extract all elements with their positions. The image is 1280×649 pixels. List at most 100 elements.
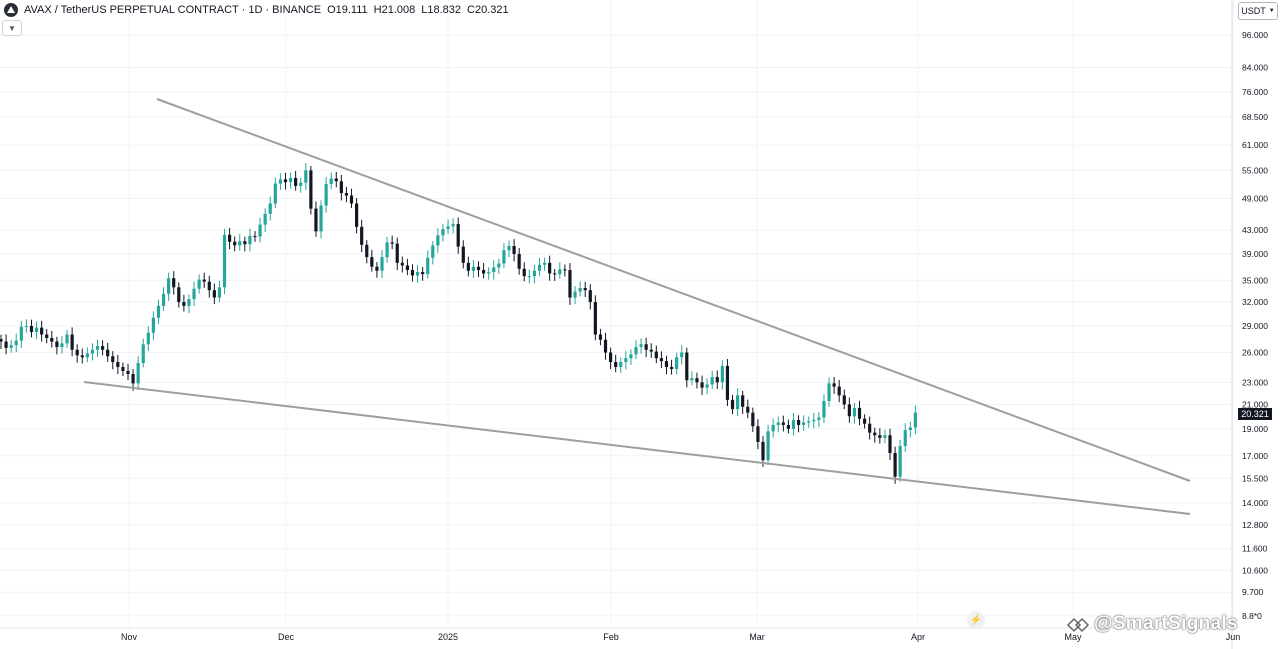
candle-body: [24, 325, 28, 327]
lightning-icon[interactable]: ⚡: [967, 611, 985, 629]
candle: [736, 388, 740, 417]
candle-body: [492, 267, 496, 273]
candle: [842, 389, 846, 410]
candle: [487, 267, 491, 280]
candle: [263, 208, 267, 232]
candle: [756, 419, 760, 450]
candle: [187, 294, 191, 314]
candle: [837, 380, 841, 403]
candle: [14, 333, 18, 353]
candle: [680, 345, 684, 365]
price-tick-label: 9.700: [1242, 587, 1264, 597]
price-tick-label: 35.000: [1242, 275, 1268, 285]
candle-body: [268, 203, 272, 214]
time-axis-labels[interactable]: Nov Dec 2025 Feb Mar Apr May Jun: [121, 632, 1240, 642]
candle-body: [141, 344, 145, 364]
candle-body: [172, 278, 176, 288]
candle: [573, 286, 577, 304]
candle: [9, 340, 13, 353]
candle: [715, 370, 719, 389]
candle: [527, 269, 531, 284]
price-tick-label: 19.000: [1242, 424, 1268, 434]
price-axis-labels[interactable]: 96.000 84.000 76.000 68.500 61.000 55.000 49.0…: [1242, 30, 1268, 621]
candle: [609, 347, 613, 370]
candle-body: [563, 269, 567, 271]
candle: [492, 260, 496, 280]
price-tick-label: 11.600: [1242, 544, 1268, 554]
candle: [70, 327, 74, 357]
candle: [664, 355, 669, 375]
candle: [725, 358, 730, 406]
candle-body: [131, 374, 135, 384]
watermark: @SmartSignals: [1094, 613, 1238, 634]
upper-trendline[interactable]: [156, 98, 1191, 482]
price-tick-label: 10.600: [1242, 566, 1268, 576]
symbol-title[interactable]: AVAX / TetherUS PERPETUAL CONTRACT · 1D …: [24, 4, 322, 16]
candle-body: [827, 383, 831, 401]
currency-selector[interactable]: USDT ▼: [1238, 2, 1278, 20]
candle-body: [741, 395, 745, 407]
candle-body: [278, 179, 282, 184]
candle: [857, 400, 862, 426]
candle-body: [294, 178, 298, 186]
candle-body: [45, 334, 49, 339]
price-tick-label: 55.000: [1242, 165, 1268, 175]
candle-body: [639, 344, 643, 347]
lower-trendline[interactable]: [83, 381, 1191, 515]
candle: [294, 171, 298, 191]
candle-body: [34, 327, 39, 332]
candle: [878, 428, 882, 444]
candle: [24, 319, 28, 333]
price-tick-label: 21.000: [1242, 399, 1268, 409]
candle: [304, 163, 308, 190]
candle-body: [482, 270, 486, 274]
candle-body: [573, 291, 577, 298]
legend-collapse-button[interactable]: ▼: [2, 20, 22, 36]
candle-body: [0, 339, 3, 342]
ohlc-values: O19.111 H21.008 L18.832 C20.321: [327, 4, 509, 16]
candle-body: [771, 424, 775, 432]
candle: [334, 171, 338, 188]
candle-body: [609, 352, 613, 363]
candle-body: [913, 412, 917, 428]
candle-body: [202, 279, 206, 282]
candle: [222, 228, 227, 295]
candle: [355, 198, 359, 234]
candle-body: [695, 378, 699, 383]
candle: [629, 349, 633, 365]
candle-body: [553, 273, 557, 275]
candle-body: [60, 343, 64, 347]
candle: [624, 351, 628, 370]
candle-body: [177, 287, 181, 303]
candle: [431, 241, 435, 265]
candle: [233, 236, 237, 252]
candle-body: [685, 352, 689, 381]
candle-body: [339, 181, 343, 194]
candle: [888, 428, 892, 461]
candles: [0, 163, 917, 484]
candle: [182, 294, 186, 312]
candle-body: [888, 435, 892, 453]
candle-body: [395, 243, 399, 263]
candle: [258, 217, 262, 243]
candle-body: [258, 224, 262, 237]
grid-lines: [0, 0, 1234, 628]
candle: [0, 334, 3, 349]
candle: [217, 280, 222, 303]
candle-body: [873, 432, 877, 436]
candle-body: [847, 404, 851, 417]
candle: [690, 371, 694, 386]
candle-body: [405, 265, 409, 271]
candle-body: [471, 266, 476, 271]
candle: [476, 261, 481, 277]
candle-body: [80, 355, 84, 358]
price-tick-label: 96.000: [1242, 30, 1268, 40]
candle-body: [299, 182, 303, 186]
chart-header: AVAX / TetherUS PERPETUAL CONTRACT · 1D …: [0, 0, 509, 20]
candle-body: [365, 244, 369, 258]
candle: [385, 236, 389, 263]
price-tick-label: 49.000: [1242, 193, 1268, 203]
candle-body: [903, 430, 907, 446]
candle: [873, 427, 877, 443]
